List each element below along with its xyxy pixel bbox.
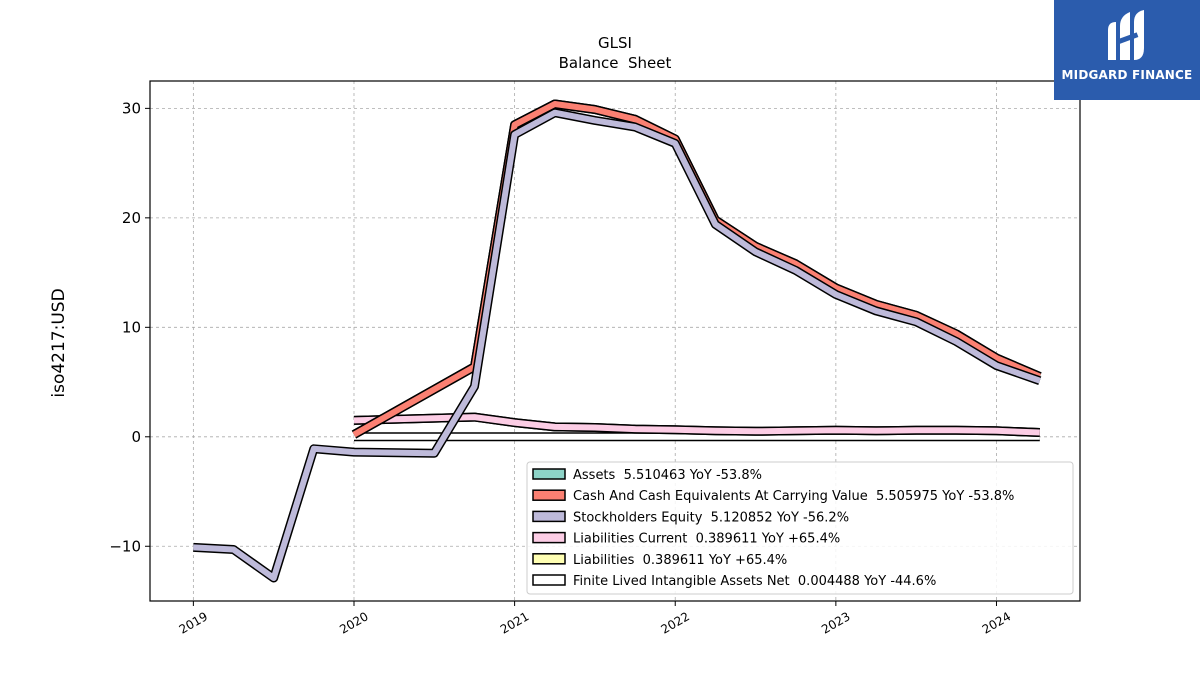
series-layer (193, 99, 1042, 583)
legend-entry-0: Assets 5.510463 YoY -53.8% (573, 468, 762, 483)
x-tick-label-1: 2020 (337, 609, 370, 636)
x-tick-label-5: 2024 (980, 609, 1013, 636)
chart-title: GLSI (598, 34, 632, 52)
legend-swatch-1 (532, 489, 566, 501)
legend-entry-4: Liabilities 0.389611 YoY +65.4% (573, 553, 787, 568)
x-tick-label-3: 2022 (659, 609, 692, 636)
legend: Assets 5.510463 YoY -53.8% Cash And Cash … (526, 461, 1074, 595)
y-axis-label: iso4217:USD (49, 288, 69, 397)
legend-entry-5: Finite Lived Intangible Assets Net 0.004… (573, 574, 936, 589)
legend-entry-1: Cash And Cash Equivalents At Carrying Va… (573, 489, 1014, 504)
x-tick-label-2: 2021 (498, 609, 531, 636)
y-tick-label-4: −10 (109, 537, 141, 555)
y-tick-label-1: 20 (122, 209, 141, 227)
y-tick-label-0: 30 (122, 99, 141, 117)
chart-subtitle: Balance Sheet (559, 54, 672, 72)
plot-frame (149, 80, 1081, 602)
brand-logo: MIDGARD FINANCE (1054, 0, 1200, 100)
series-2-line (193, 108, 1042, 583)
logo-mark-icon (1108, 10, 1144, 60)
series-0-line (351, 99, 1042, 439)
y-tick-label-3: 0 (131, 428, 141, 446)
legend-swatch-0 (532, 468, 566, 480)
legend-swatch-4 (532, 553, 566, 565)
x-tick-label-0: 2019 (177, 609, 210, 636)
x-tick-label-4: 2023 (819, 609, 852, 636)
legend-swatch-3 (532, 531, 566, 544)
series-1-line (351, 99, 1042, 439)
legend-swatch-5 (532, 574, 566, 586)
y-tick-label-2: 10 (122, 318, 141, 336)
legend-box (526, 461, 1074, 595)
legend-entry-3: Liabilities Current 0.389611 YoY +65.4% (573, 532, 840, 547)
legend-entry-2: Stockholders Equity 5.120852 YoY -56.2% (573, 510, 849, 525)
brand-name: MIDGARD FINANCE (1061, 68, 1193, 82)
series-3-line (353, 412, 1040, 437)
legend-swatch-2 (532, 510, 566, 523)
